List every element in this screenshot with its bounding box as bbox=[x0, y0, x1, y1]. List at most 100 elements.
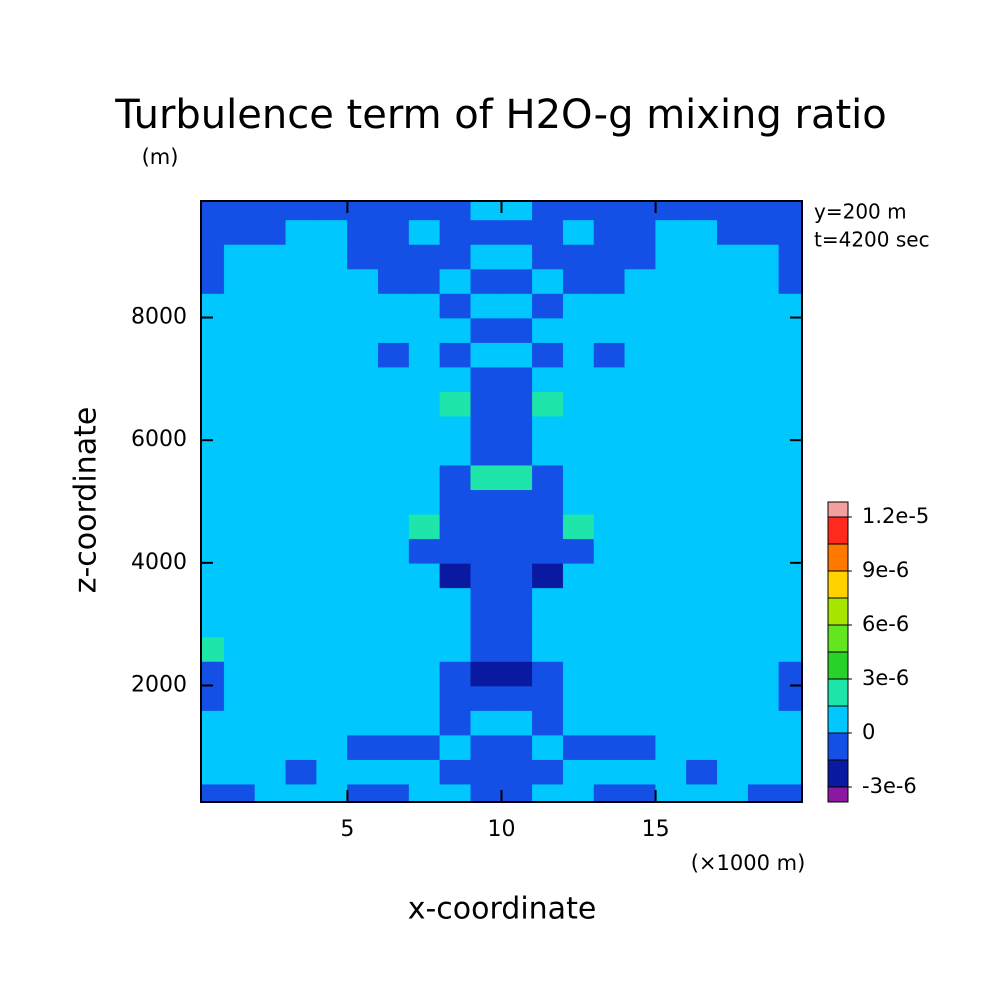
colorbar-segment bbox=[827, 516, 849, 545]
contour-cell bbox=[624, 513, 657, 540]
contour-cell bbox=[316, 709, 349, 736]
contour-cell bbox=[223, 341, 256, 368]
contour-cell bbox=[624, 268, 657, 294]
contour-cell bbox=[223, 660, 256, 687]
contour-cell bbox=[747, 341, 780, 368]
contour-cell bbox=[532, 464, 564, 491]
contour-cell bbox=[501, 489, 534, 515]
contour-cell bbox=[439, 341, 472, 368]
contour-cell bbox=[285, 734, 318, 760]
contour-cell bbox=[655, 464, 688, 491]
contour-cell bbox=[532, 489, 564, 515]
colorbar-tick-label: 3e-6 bbox=[862, 666, 909, 690]
contour-cell bbox=[501, 538, 534, 564]
contour-cell bbox=[254, 709, 287, 736]
contour-cell bbox=[285, 415, 318, 441]
contour-cell bbox=[254, 292, 287, 319]
contour-cell bbox=[378, 587, 410, 613]
contour-cell bbox=[686, 538, 719, 564]
contour-cell bbox=[470, 660, 503, 687]
contour-cell bbox=[686, 709, 719, 736]
contour-cell bbox=[347, 636, 380, 662]
contour-cell bbox=[254, 758, 287, 785]
contour-cell bbox=[717, 439, 749, 466]
contour-cell bbox=[254, 587, 287, 613]
contour-cell bbox=[501, 709, 534, 736]
contour-cell bbox=[223, 538, 256, 564]
contour-cell bbox=[562, 513, 595, 540]
contour-cell bbox=[717, 390, 749, 417]
contour-cell bbox=[747, 734, 780, 760]
contour-cell bbox=[717, 660, 749, 687]
contour-cell bbox=[408, 587, 441, 613]
contour-cell bbox=[717, 415, 749, 441]
contour-cell bbox=[347, 268, 380, 294]
y-tick-label: 8000 bbox=[131, 305, 187, 330]
contour-cell bbox=[347, 611, 380, 638]
contour-cell bbox=[686, 587, 719, 613]
contour-cell bbox=[408, 415, 441, 441]
contour-cell bbox=[254, 464, 287, 491]
contour-cell bbox=[655, 587, 688, 613]
contour-cell bbox=[501, 587, 534, 613]
contour-cell bbox=[316, 636, 349, 662]
colorbar-segment bbox=[827, 543, 849, 572]
contour-cell bbox=[408, 660, 441, 687]
contour-cell bbox=[717, 734, 749, 760]
contour-cell bbox=[439, 611, 472, 638]
contour-cell bbox=[285, 513, 318, 540]
contour-cell bbox=[439, 292, 472, 319]
colorbar-segment bbox=[827, 570, 849, 599]
contour-cell bbox=[532, 317, 564, 343]
contour-cell bbox=[686, 366, 719, 392]
contour-cell bbox=[408, 513, 441, 540]
y-tick-label: 2000 bbox=[131, 672, 187, 697]
contour-cell bbox=[316, 464, 349, 491]
colorbar-segment bbox=[827, 678, 849, 707]
contour-cell bbox=[223, 636, 256, 662]
contour-cell bbox=[254, 636, 287, 662]
contour-cell bbox=[532, 734, 564, 760]
colorbar-segment bbox=[827, 705, 849, 734]
contour-cell bbox=[470, 685, 503, 711]
contour-cell bbox=[562, 439, 595, 466]
contour-cell bbox=[624, 709, 657, 736]
contour-cell bbox=[254, 415, 287, 441]
colorbar-segment bbox=[827, 501, 849, 518]
contour-cell bbox=[686, 390, 719, 417]
chart-title: Turbulence term of H2O-g mixing ratio bbox=[114, 92, 886, 138]
contour-cell bbox=[624, 219, 657, 245]
contour-cell bbox=[285, 538, 318, 564]
contour-cell bbox=[285, 243, 318, 270]
contour-cell bbox=[562, 219, 595, 245]
colorbar-segment bbox=[827, 651, 849, 680]
contour-cell bbox=[347, 439, 380, 466]
contour-cell bbox=[501, 685, 534, 711]
contour-cell bbox=[223, 268, 256, 294]
colorbar-segment bbox=[827, 759, 849, 788]
colorbar-tick-label: -3e-6 bbox=[862, 774, 917, 798]
contour-cell bbox=[439, 489, 472, 515]
contour-cell bbox=[686, 758, 719, 785]
contour-cell bbox=[439, 660, 472, 687]
contour-cell bbox=[378, 636, 410, 662]
contour-cell bbox=[624, 317, 657, 343]
contour-cell bbox=[655, 489, 688, 515]
contour-cell bbox=[316, 366, 349, 392]
contour-cell bbox=[439, 562, 472, 589]
contour-cell bbox=[254, 660, 287, 687]
contour-cell bbox=[316, 562, 349, 589]
contour-cell bbox=[655, 538, 688, 564]
contour-cell bbox=[655, 292, 688, 319]
contour-cell bbox=[532, 758, 564, 785]
contour-cell bbox=[408, 685, 441, 711]
contour-cell bbox=[717, 538, 749, 564]
contour-cell bbox=[593, 219, 626, 245]
contour-cell bbox=[316, 489, 349, 515]
contour-cell bbox=[593, 366, 626, 392]
contour-cell bbox=[655, 685, 688, 711]
contour-cell bbox=[593, 636, 626, 662]
contour-cell bbox=[717, 636, 749, 662]
y-tick-label: 4000 bbox=[131, 550, 187, 575]
